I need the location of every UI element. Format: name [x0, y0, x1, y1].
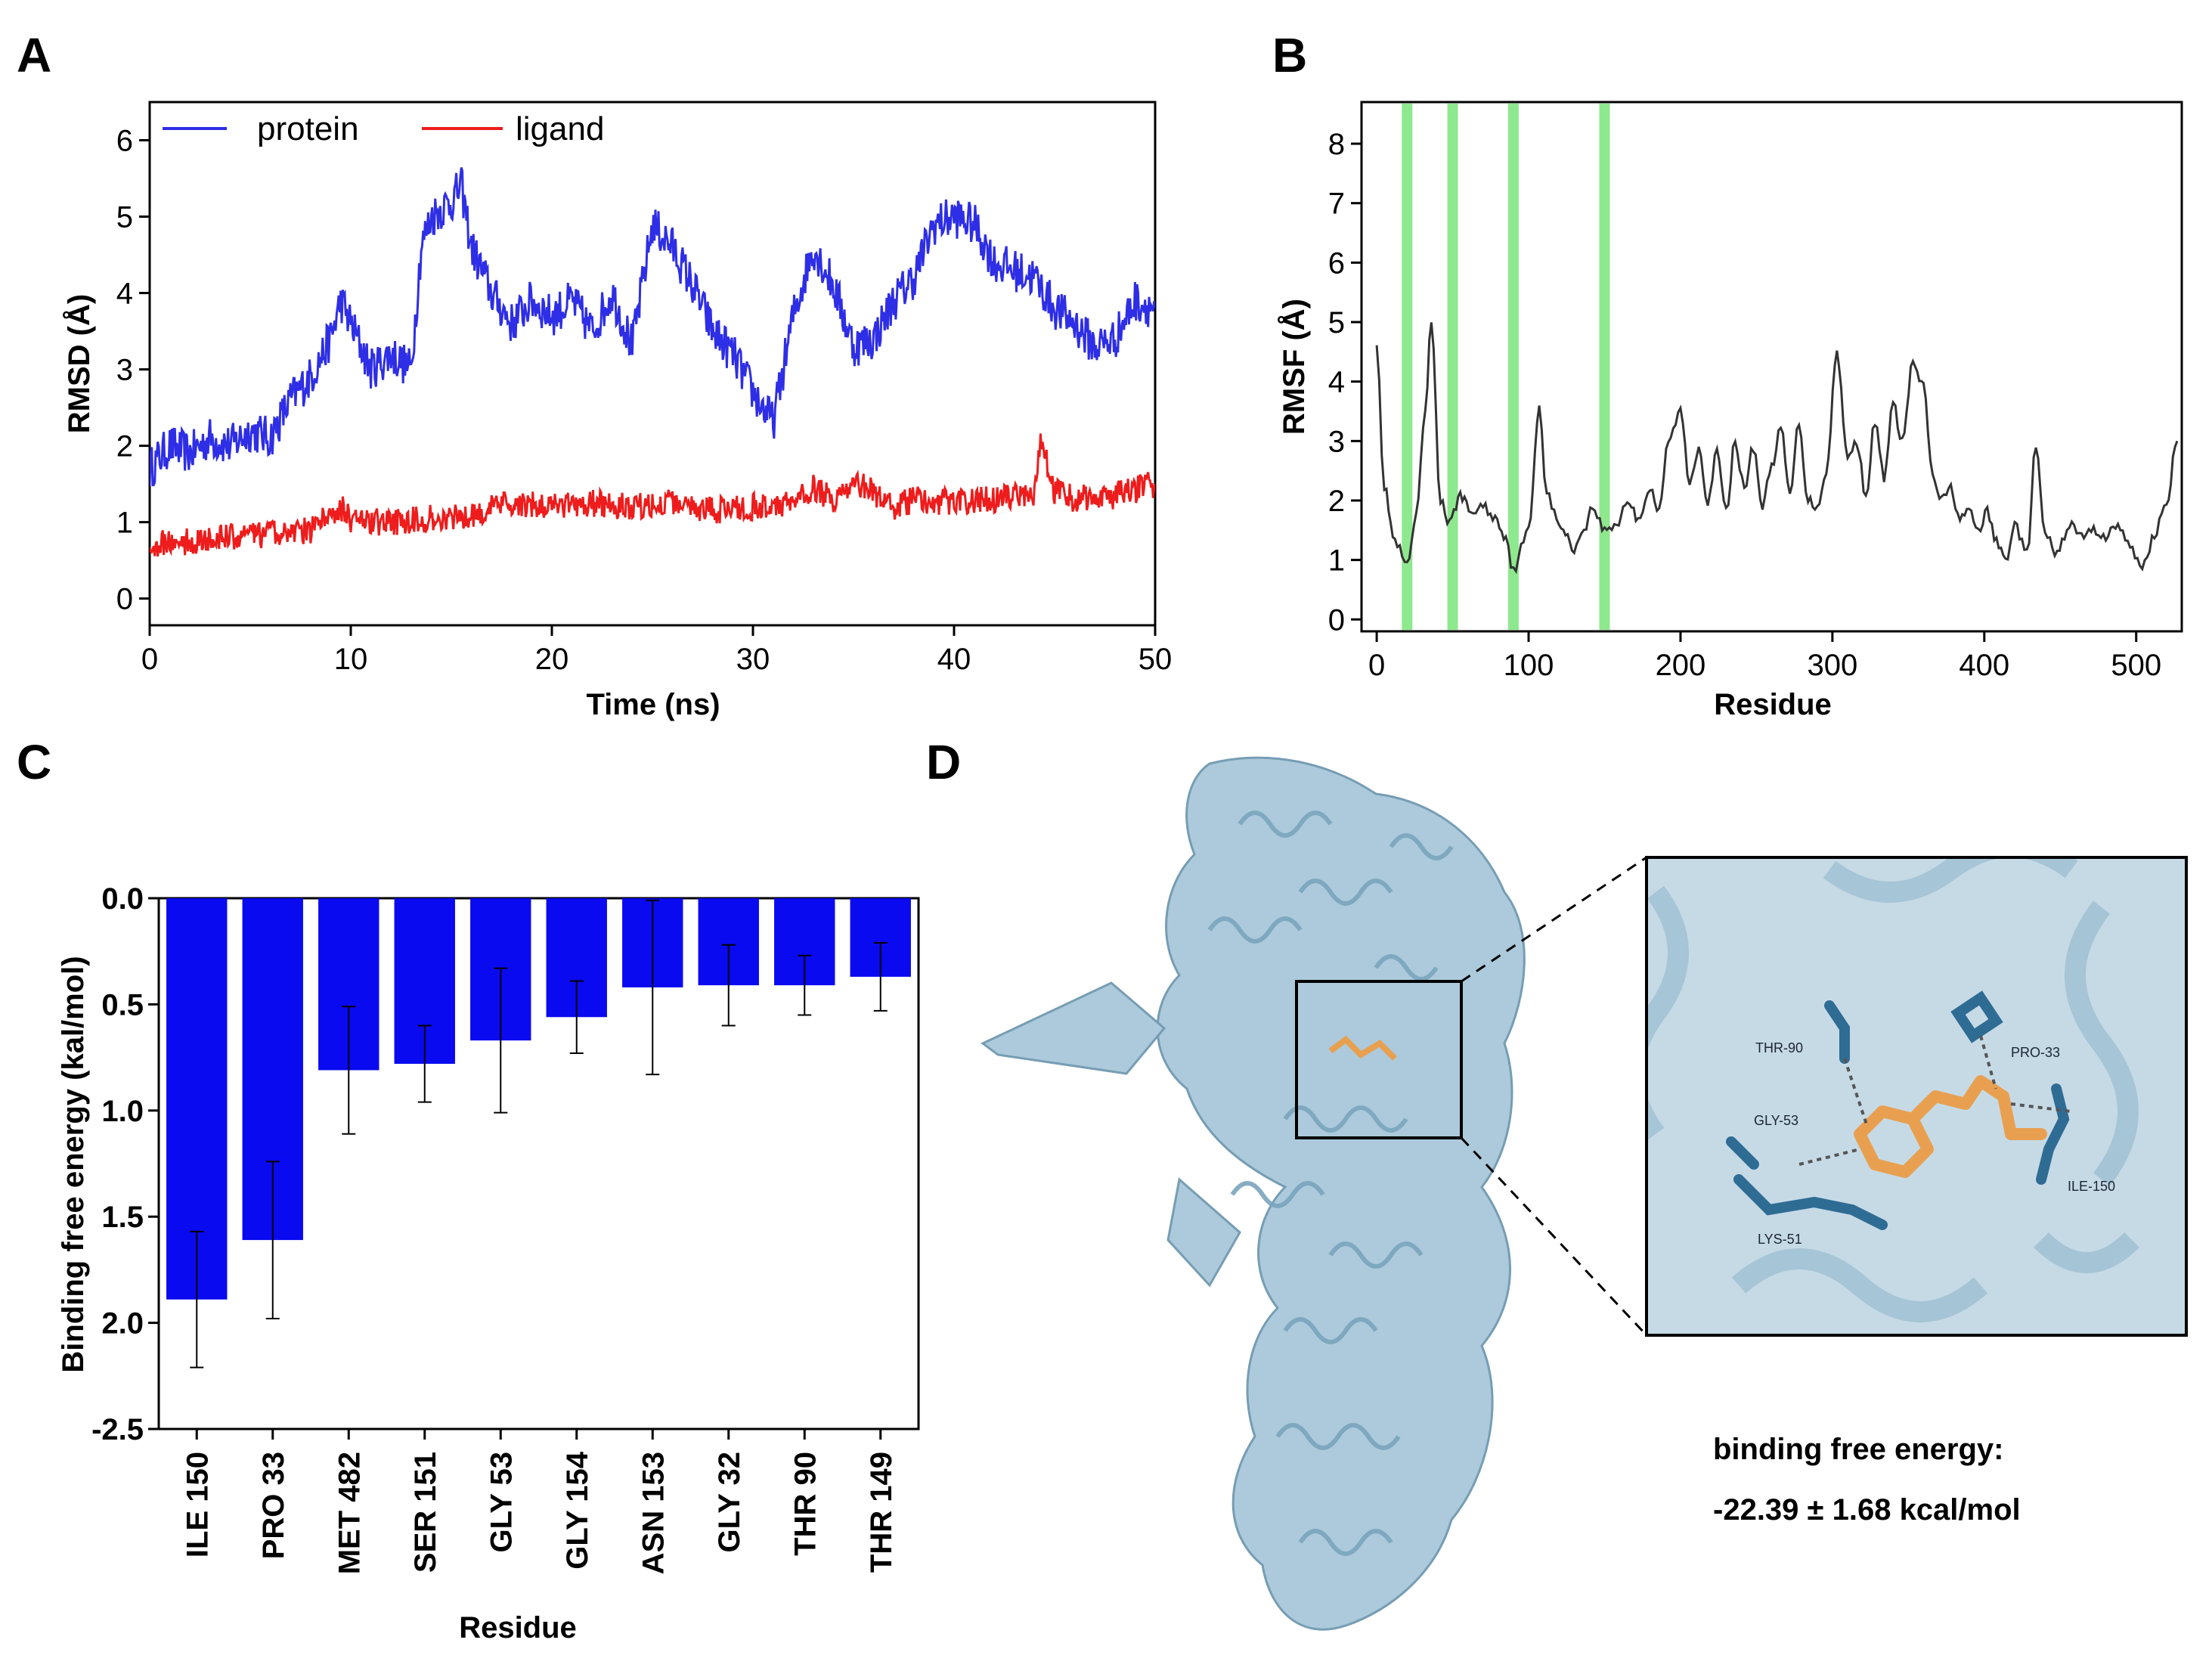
- bar-category-label: ILE 150: [181, 1452, 214, 1558]
- rmsd-y-tick-label: 0: [116, 583, 133, 616]
- rmsf-y-tick-label: 6: [1328, 246, 1345, 280]
- bar-category-label: THR 149: [865, 1452, 898, 1573]
- bar-category-label: THR 90: [788, 1452, 822, 1556]
- bar-category-label: SER 151: [409, 1452, 442, 1573]
- label-gly53: GLY-53: [1754, 1113, 1798, 1128]
- rmsd-y-tick-label: 5: [116, 201, 133, 234]
- residue-pro33: [1950, 990, 2003, 1043]
- zoom-line-top: [1461, 856, 1647, 983]
- label-thr90: THR-90: [1755, 1040, 1803, 1055]
- bar-y-tick-label: 1.0: [101, 1095, 144, 1128]
- rmsd-x-tick-label: 50: [1139, 643, 1173, 676]
- rmsd-x-tick-label: 20: [535, 643, 569, 676]
- binding-site-inset: THR-90 PRO-33 GLY-53 ILE-150 LYS-51: [1647, 857, 2186, 1335]
- rmsf-x-tick-label: 0: [1368, 649, 1385, 682]
- binding-site-box: [1295, 980, 1463, 1139]
- rmsf-plot-frame: [1360, 101, 2183, 633]
- bar-y-tick-label: 0.0: [101, 882, 144, 916]
- legend-protein-label: protein: [257, 110, 359, 147]
- binding-energy-bar-chart: 0.0 0.5 1.0 1.5 2.0 -2.5 ILE 150 PRO 33 MET 482…: [57, 882, 920, 1644]
- binding-energy-value: -22.39 ± 1.68 kcal/mol: [1713, 1493, 2021, 1527]
- bar-y-axis-label: Binding free energy (kal/mol): [57, 956, 90, 1372]
- highlight-band: [1599, 104, 1610, 630]
- bar-y-tick-label: 2.0: [101, 1307, 144, 1341]
- rmsf-y-tick-label: 2: [1328, 485, 1345, 518]
- residue-lys51: [1733, 1174, 1888, 1230]
- inset-frame: [1645, 856, 2188, 1337]
- rmsf-y-tick-label: 4: [1328, 366, 1345, 399]
- highlight-band: [1447, 104, 1458, 630]
- residue-thr90: [1824, 1000, 1850, 1064]
- binding-energy-label: binding free energy:: [1713, 1433, 2004, 1466]
- rmsd-x-tick-label: 30: [736, 643, 770, 676]
- rmsd-x-tick-label: 10: [334, 643, 368, 676]
- label-pro33: PRO-33: [2011, 1045, 2060, 1060]
- rmsd-x-tick-label: 0: [141, 643, 158, 676]
- bar-category-label: GLY 154: [561, 1451, 594, 1569]
- rmsf-y-tick-label: 8: [1328, 128, 1345, 161]
- rmsf-x-tick-label: 300: [1807, 649, 1857, 682]
- rmsf-x-tick-label: 200: [1656, 649, 1706, 682]
- bar-category-label: MET 482: [333, 1452, 366, 1574]
- highlight-band: [1507, 104, 1519, 630]
- protein-cartoon: [981, 756, 1526, 1631]
- ligand-in-protein: [1328, 1035, 1397, 1061]
- rmsf-x-axis-label: Residue: [1714, 688, 1832, 721]
- label-lys51: LYS-51: [1758, 1232, 1802, 1247]
- rmsd-y-tick-label: 3: [116, 354, 133, 387]
- panel-letter-b: B: [1272, 28, 1307, 82]
- rmsd-y-axis-label: RMSD (Å): [62, 294, 96, 433]
- protein-rmsd-line: [150, 167, 1155, 487]
- rmsf-x-tick-label: 400: [1959, 649, 2009, 682]
- bar-category-label: PRO 33: [257, 1452, 290, 1559]
- rmsf-chart: 0 100 200 300 400 500 0 1 2 3 4 5 6 7 8 Residue RMSF (…: [1277, 101, 2183, 721]
- bar-y-tick-label: 1.5: [101, 1201, 144, 1234]
- rmsf-y-tick-label: 5: [1328, 306, 1345, 339]
- rmsf-y-axis-label: RMSF (Å): [1277, 299, 1311, 435]
- rmsd-y-tick-label: 2: [116, 430, 133, 463]
- zoom-line-bottom: [1460, 1136, 1648, 1337]
- rmsf-y-tick-label: 0: [1328, 603, 1345, 637]
- bar-y-tick-label: -2.5: [91, 1413, 144, 1446]
- ligand-rmsd-line: [150, 433, 1155, 557]
- rmsf-x-tick-label: 500: [2111, 649, 2161, 682]
- rmsd-y-tick-label: 1: [116, 507, 133, 540]
- legend-ligand-label: ligand: [516, 110, 604, 147]
- rmsd-plot-frame: [148, 101, 1157, 627]
- rmsf-y-tick-label: 1: [1328, 544, 1345, 578]
- panel-letter-a: A: [17, 28, 51, 82]
- bar-category-label: GLY 53: [485, 1452, 518, 1552]
- residue-gly53: [1726, 1136, 1759, 1170]
- rmsd-y-tick-label: 4: [116, 277, 133, 311]
- rmsf-line: [1375, 322, 2179, 575]
- label-ile150: ILE-150: [2068, 1179, 2115, 1194]
- bar-y-tick-label: 0.5: [101, 988, 144, 1021]
- rmsd-x-axis-label: Time (ns): [586, 688, 720, 721]
- panel-letter-c: C: [17, 735, 51, 789]
- rmsd-x-tick-label: 40: [937, 643, 971, 676]
- bar-x-axis-label: Residue: [459, 1611, 577, 1644]
- highlight-band: [1402, 104, 1413, 630]
- bar-category-label: GLY 32: [713, 1452, 746, 1552]
- rmsd-chart: 0 10 20 30 40 50 0 1 2 3 4 5 6 protein ligand Time (…: [62, 101, 1173, 721]
- protein-structure-illustration: THR-90 PRO-33 GLY-53 ILE-150 LYS-51 bind…: [981, 756, 2188, 1631]
- rmsf-y-tick-label: 3: [1328, 425, 1345, 458]
- helix-markings: [1207, 811, 1454, 1556]
- rmsd-y-tick-label: 6: [116, 125, 133, 158]
- rmsf-x-tick-label: 100: [1504, 649, 1554, 682]
- residue-ile150: [2036, 1083, 2070, 1185]
- bar-category-label: ASN 153: [637, 1452, 670, 1574]
- rmsf-y-tick-label: 7: [1328, 188, 1345, 221]
- panel-letter-d: D: [926, 735, 961, 789]
- ligand-sticks: [1854, 1075, 2047, 1178]
